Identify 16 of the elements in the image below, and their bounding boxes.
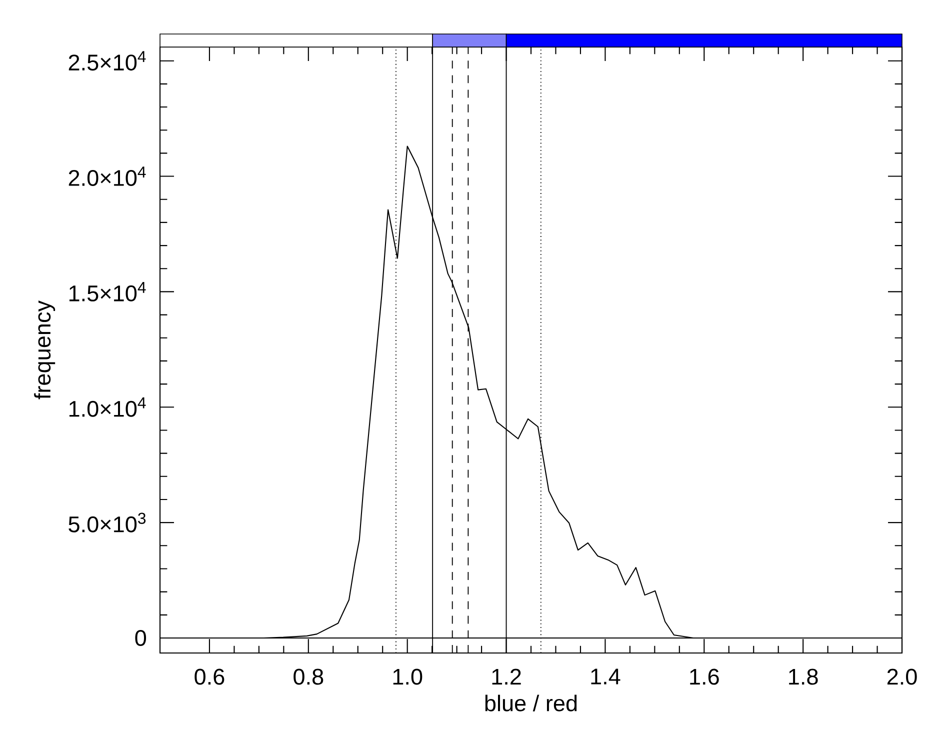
y-tick-label: 2.0×10$^{4}$: [68, 166, 146, 186]
y-tick-label: 2.5×10$^{4}$: [68, 51, 146, 71]
x-tick-label: 1.6: [690, 668, 719, 685]
x-tick-label: 0.8: [294, 668, 324, 685]
x-axis-title: blue / red: [485, 694, 577, 712]
x-tick-label: 2.0: [887, 668, 917, 685]
x-tick-label: 1.2: [492, 668, 521, 685]
x-tick-label: 1.4: [591, 668, 620, 684]
y-tick-label: 1.5×10$^{4}$: [69, 282, 146, 302]
y-axis-title: frequency: [34, 300, 56, 400]
x-tick-label: 0.6: [194, 668, 224, 685]
y-tick-label: 0: [135, 630, 146, 646]
x-tick-label: 1.8: [789, 668, 818, 685]
y-tick-label: 1.0×10$^{4}$: [69, 397, 146, 417]
y-tick-label: 5.0×10$^{3}$: [68, 512, 146, 532]
x-tick-label: 1.0: [393, 668, 422, 685]
